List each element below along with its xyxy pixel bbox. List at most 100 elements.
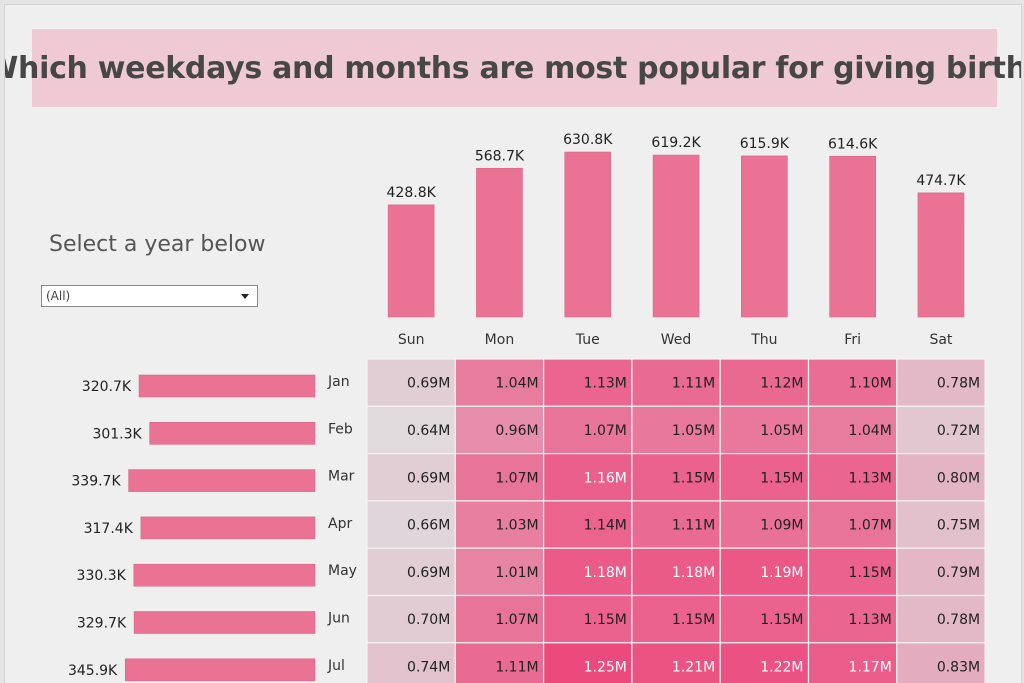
heatmap-cell-value: 1.18M [672,565,715,581]
heatmap-cell [719,405,810,455]
heatmap-cell-value: 0.70M [407,612,450,628]
heatmap-cell-value: 0.75M [937,518,980,534]
birth-charts: 428.8K Sun 568.7K Mon 630.8K Tue 619.2K Wed 615.… [68,132,986,683]
heatmap-cell-value: 1.11M [672,376,715,392]
weekday-bar [652,154,700,318]
heatmap-cell-value: 1.15M [672,470,715,486]
heatmap-cell-value: 1.10M [849,376,892,392]
heatmap-cell [896,358,986,407]
heatmap-cell-value: 1.13M [849,612,892,628]
heatmap-cell-value: 1.14M [584,518,627,534]
weekday-bar [829,155,876,318]
heatmap-cell [631,405,721,455]
month-bar [124,658,316,682]
heatmap-cell [542,358,633,407]
month-axis-label: Mar [328,469,355,485]
weekday-bar [917,192,965,318]
heatmap-cell-value: 0.78M [937,612,980,628]
weekday-axis-label: Mon [485,332,515,348]
heatmap-cell [807,642,898,683]
title-banner: Which weekdays and months are most popul… [5,29,1021,107]
heatmap-cell-value: 0.69M [407,376,450,392]
month-bar [138,374,316,398]
month-bar-value-label: 317.4K [84,521,134,537]
heatmap-cell [807,500,898,549]
heatmap-cell-value: 0.72M [937,423,980,439]
heatmap-cell [719,547,810,597]
heatmap-cell-value: 1.13M [584,376,627,392]
month-bar [133,563,316,587]
weekday-bar [741,155,788,318]
heatmap-cell-value: 0.96M [495,423,538,439]
heatmap-cell-value: 1.07M [849,518,892,534]
heatmap-cell [542,405,633,455]
heatmap-cell-value: 0.74M [407,659,450,675]
weekday-axis-label: Tue [575,332,600,348]
year-filter-value: (All) [46,289,71,303]
month-bar [133,611,316,634]
weekday-axis-label: Thu [750,332,777,348]
heatmap-cell-value: 1.07M [495,612,538,628]
heatmap-cell-value: 1.21M [672,659,715,675]
heatmap-cell-value: 1.13M [849,470,892,486]
weekday-axis-label: Wed [661,332,692,348]
heatmap-cell-value: 0.69M [407,470,450,486]
month-bar-value-label: 329.7K [77,616,127,632]
heatmap-cell-value: 1.15M [760,470,803,486]
month-bar [128,469,316,492]
heatmap-cell [807,358,898,407]
heatmap-cell-value: 1.22M [760,659,803,675]
heatmap-cell [631,642,721,683]
month-bar [149,421,316,445]
heatmap-cell [896,500,986,549]
heatmap-cell [542,547,633,597]
heatmap-cell-value: 1.04M [849,423,892,439]
month-axis-label: Feb [328,421,353,437]
heatmap-cell-value: 1.01M [495,565,538,581]
weekday-bar [476,167,523,318]
weekday-bar-value-label: 614.6K [828,136,878,152]
heatmap-cell-value: 1.05M [760,423,803,439]
heatmap-cell [807,547,898,597]
heatmap-cell [366,453,456,502]
heatmap-cell-value: 0.78M [937,376,980,392]
heatmap-cell [542,642,633,683]
month-axis-label: Jun [327,611,350,627]
heatmap-cell-value: 0.64M [407,423,450,439]
heatmap-cell-value: 1.15M [672,612,715,628]
weekday-bar-value-label: 615.9K [740,136,790,152]
dashboard-title: Which weekdays and months are most popul… [4,50,1022,86]
heatmap-cell-value: 0.80M [937,470,980,486]
weekday-bar-chart: 428.8K Sun 568.7K Mon 630.8K Tue 619.2K Wed 615.… [387,132,967,348]
month-axis-label: May [328,563,357,579]
weekday-bar-value-label: 474.7K [916,173,966,189]
month-bar-value-label: 345.9K [68,663,118,679]
heatmap-cell-value: 1.03M [495,518,538,534]
weekday-axis-label: Sat [929,332,952,348]
heatmap-cell [454,453,545,502]
weekday-bar-value-label: 428.8K [387,185,437,201]
heatmap-cell-value: 1.17M [849,659,892,675]
heatmap-cell-value: 1.12M [760,376,803,392]
month-bar [140,516,316,540]
year-filter-dropdown[interactable]: (All) [41,285,258,307]
heatmap-cell [366,547,456,597]
month-bar-value-label: 320.7K [82,379,132,395]
heatmap-cell [454,500,545,549]
heatmap-cell-value: 1.15M [849,565,892,581]
heatmap-cell [896,642,986,683]
weekday-bar-value-label: 619.2K [651,135,701,151]
month-axis-label: Jan [327,374,350,390]
heatmap-cell-value: 1.25M [584,659,627,675]
year-filter-heading: Select a year below [49,232,266,257]
weekday-bar [387,204,435,318]
heatmap-cell [631,500,721,549]
heatmap-cell-value: 1.05M [672,423,715,439]
heatmap-cell [896,547,986,597]
heatmap-cell [719,500,810,549]
dropdown-arrow-icon [241,294,249,299]
month-bar-value-label: 330.3K [77,568,127,584]
heatmap-cell-value: 0.79M [937,565,980,581]
heatmap-cell [896,453,986,502]
month-axis-label: Jul [327,658,345,674]
